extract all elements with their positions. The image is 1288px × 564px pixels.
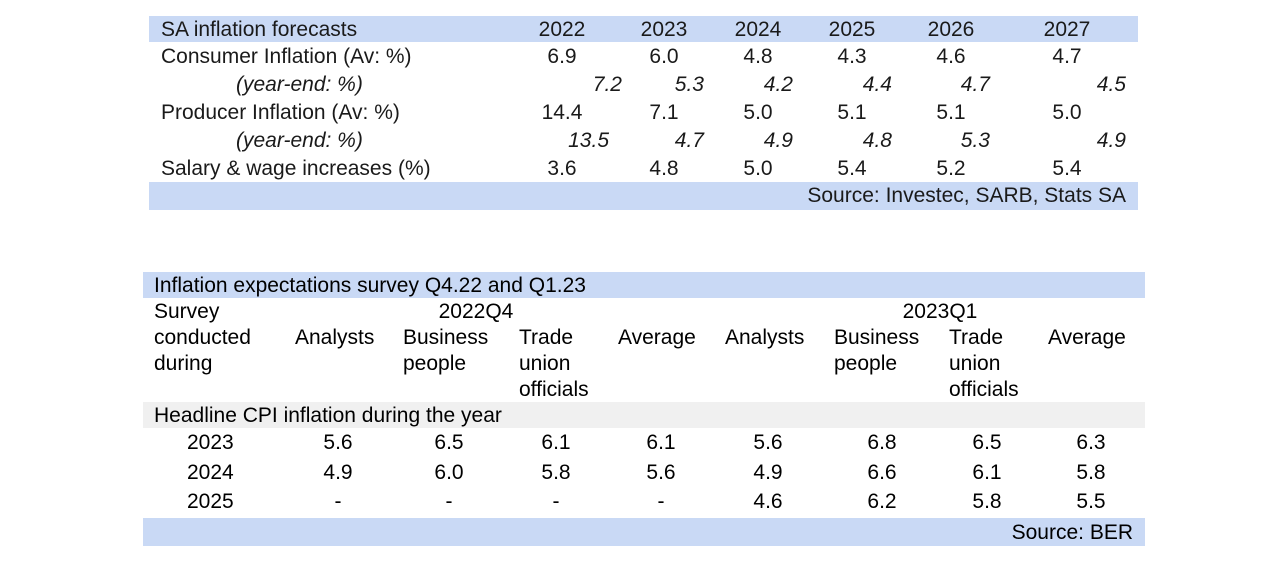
forecast-cell: 4.8 <box>743 45 773 68</box>
forecast-cell: 4.7 <box>960 73 990 96</box>
forecast-row-label: (year-end: %) <box>236 73 363 96</box>
survey-cell: 4.9 <box>753 461 783 484</box>
survey-cell: 6.6 <box>867 461 897 484</box>
survey-column-header: Business people <box>834 326 920 375</box>
forecast-cell: 5.0 <box>743 101 773 124</box>
survey-column-header: Business people <box>403 326 489 375</box>
survey-row-year: 2025 <box>187 490 234 513</box>
forecast-cell: 13.5 <box>568 129 609 152</box>
survey-cell: 5.5 <box>1076 490 1106 513</box>
survey-cell: 6.0 <box>434 461 464 484</box>
survey-title-band <box>143 272 1145 298</box>
survey-section-label: Headline CPI inflation during the year <box>154 404 502 427</box>
forecast-row-label: (year-end: %) <box>236 129 363 152</box>
forecast-cell: 3.6 <box>547 157 577 180</box>
forecast-cell: 7.2 <box>592 73 622 96</box>
forecast-cell: 5.4 <box>837 157 867 180</box>
inflation-expectations-table: Inflation expectations survey Q4.22 and … <box>143 272 1145 546</box>
forecast-row-label: Consumer Inflation (Av: %) <box>161 45 412 68</box>
forecast-cell: 4.8 <box>649 157 679 180</box>
forecast-cell: 4.4 <box>862 73 892 96</box>
survey-cell: 5.6 <box>753 431 783 454</box>
forecast-row-label: Salary & wage increases (%) <box>161 157 431 180</box>
survey-cell: 6.5 <box>434 431 464 454</box>
forecast-cell: 5.4 <box>1052 157 1082 180</box>
forecast-year-header: 2024 <box>734 18 782 41</box>
forecast-cell: 4.7 <box>674 129 704 152</box>
survey-row-header: Survey conducted during <box>154 300 251 375</box>
survey-cell: 6.8 <box>867 431 897 454</box>
survey-column-header: Trade union officials <box>949 326 1019 401</box>
survey-cell: - <box>657 490 665 513</box>
survey-cell: 6.5 <box>972 431 1002 454</box>
survey-source-band <box>143 518 1145 546</box>
forecast-cell: 5.3 <box>960 129 990 152</box>
survey-group-label: 2023Q1 <box>902 300 978 323</box>
inflation-forecast-table: SA inflation forecasts 2022 2023 2024 20… <box>149 16 1138 210</box>
survey-cell: - <box>334 490 342 513</box>
forecast-cell: 6.0 <box>649 45 679 68</box>
forecast-cell: 6.9 <box>547 45 577 68</box>
forecast-cell: 4.3 <box>837 45 867 68</box>
survey-row-year: 2023 <box>187 431 234 454</box>
forecast-cell: 5.1 <box>936 101 966 124</box>
forecast-source-band <box>149 182 1138 210</box>
forecast-cell: 4.8 <box>862 129 892 152</box>
forecast-header-band <box>149 16 1138 42</box>
survey-cell: 5.6 <box>323 431 353 454</box>
survey-cell: 5.6 <box>646 461 676 484</box>
forecast-cell: 4.6 <box>936 45 966 68</box>
survey-cell: 5.8 <box>1076 461 1106 484</box>
survey-cell: 4.6 <box>753 490 783 513</box>
survey-cell: 5.8 <box>541 461 571 484</box>
survey-column-header: Average <box>618 326 696 349</box>
forecast-year-header: 2027 <box>1043 18 1091 41</box>
forecast-year-header: 2022 <box>538 18 586 41</box>
survey-cell: 6.1 <box>541 431 571 454</box>
survey-section-band <box>143 402 1145 428</box>
forecast-row-label: Producer Inflation (Av: %) <box>161 101 400 124</box>
survey-source-note: Source: BER <box>1011 521 1133 544</box>
survey-row-year: 2024 <box>187 461 234 484</box>
forecast-year-header: 2023 <box>640 18 688 41</box>
forecast-cell: 5.0 <box>743 157 773 180</box>
survey-column-header: Average <box>1048 326 1126 349</box>
forecast-source-note: Source: Investec, SARB, Stats SA <box>807 184 1126 207</box>
survey-column-header: Analysts <box>295 326 375 349</box>
survey-group-label: 2022Q4 <box>438 300 514 323</box>
forecast-cell: 5.1 <box>837 101 867 124</box>
survey-column-header: Trade union officials <box>519 326 589 401</box>
survey-cell: 6.1 <box>646 431 676 454</box>
survey-cell: 6.2 <box>867 490 897 513</box>
survey-cell: - <box>445 490 453 513</box>
survey-cell: 6.3 <box>1076 431 1106 454</box>
survey-cell: - <box>552 490 560 513</box>
forecast-cell: 5.2 <box>936 157 966 180</box>
survey-cell: 6.1 <box>972 461 1002 484</box>
survey-cell: 4.9 <box>323 461 353 484</box>
forecast-cell: 4.9 <box>763 129 793 152</box>
forecast-cell: 4.7 <box>1052 45 1082 68</box>
forecast-table-title: SA inflation forecasts <box>161 18 358 41</box>
forecast-cell: 7.1 <box>649 101 679 124</box>
forecast-cell: 14.4 <box>541 101 583 124</box>
survey-table-title: Inflation expectations survey Q4.22 and … <box>154 274 586 297</box>
forecast-year-header: 2025 <box>828 18 876 41</box>
survey-column-header: Analysts <box>725 326 805 349</box>
forecast-cell: 4.2 <box>763 73 793 96</box>
forecast-cell: 4.5 <box>1096 73 1126 96</box>
forecast-cell: 5.3 <box>674 73 704 96</box>
forecast-cell: 5.0 <box>1052 101 1082 124</box>
survey-cell: 5.8 <box>972 490 1002 513</box>
forecast-cell: 4.9 <box>1096 129 1126 152</box>
forecast-year-header: 2026 <box>927 18 975 41</box>
